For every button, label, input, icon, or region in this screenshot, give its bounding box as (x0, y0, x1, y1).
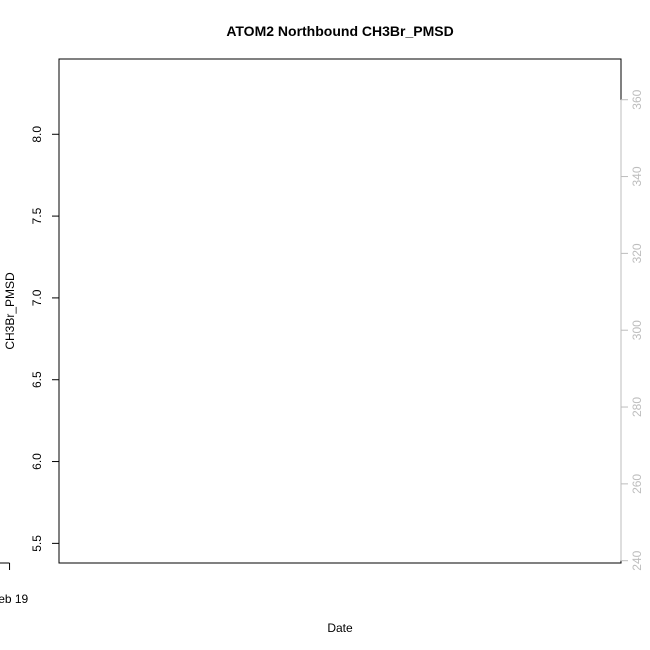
y-tick-label: 8.0 (30, 126, 44, 143)
y2-tick-label: 320 (630, 243, 644, 263)
y-tick-label: 6.5 (30, 371, 44, 388)
y2-tick-label: 360 (630, 89, 644, 109)
x-axis: Feb 11Feb 13Feb 15Feb 17Feb 19 (0, 562, 29, 606)
y-axis-left: 5.5 6.0 6.5 7.0 7.5 8.0 (30, 126, 60, 552)
y2-tick-label: 300 (630, 320, 644, 340)
y-tick-label: 7.0 (30, 289, 44, 306)
plot-frame (58, 58, 622, 564)
y2-tick-label: 340 (630, 166, 644, 186)
x-axis-label: Date (327, 621, 353, 635)
y-axis-right: 240 260 280 300 320 340 360 (620, 89, 644, 571)
y2-tick-label: 260 (630, 474, 644, 494)
y2-tick-label: 240 (630, 550, 644, 570)
x-tick-label: Feb 19 (0, 592, 29, 606)
y-axis-label: CH3Br_PMSD (3, 272, 17, 350)
y-tick-label: 7.5 (30, 207, 44, 224)
y-tick-label: 5.5 (30, 535, 44, 552)
chart-title: ATOM2 Northbound CH3Br_PMSD (226, 23, 453, 39)
y-tick-label: 6.0 (30, 453, 44, 470)
y2-tick-label: 280 (630, 397, 644, 417)
